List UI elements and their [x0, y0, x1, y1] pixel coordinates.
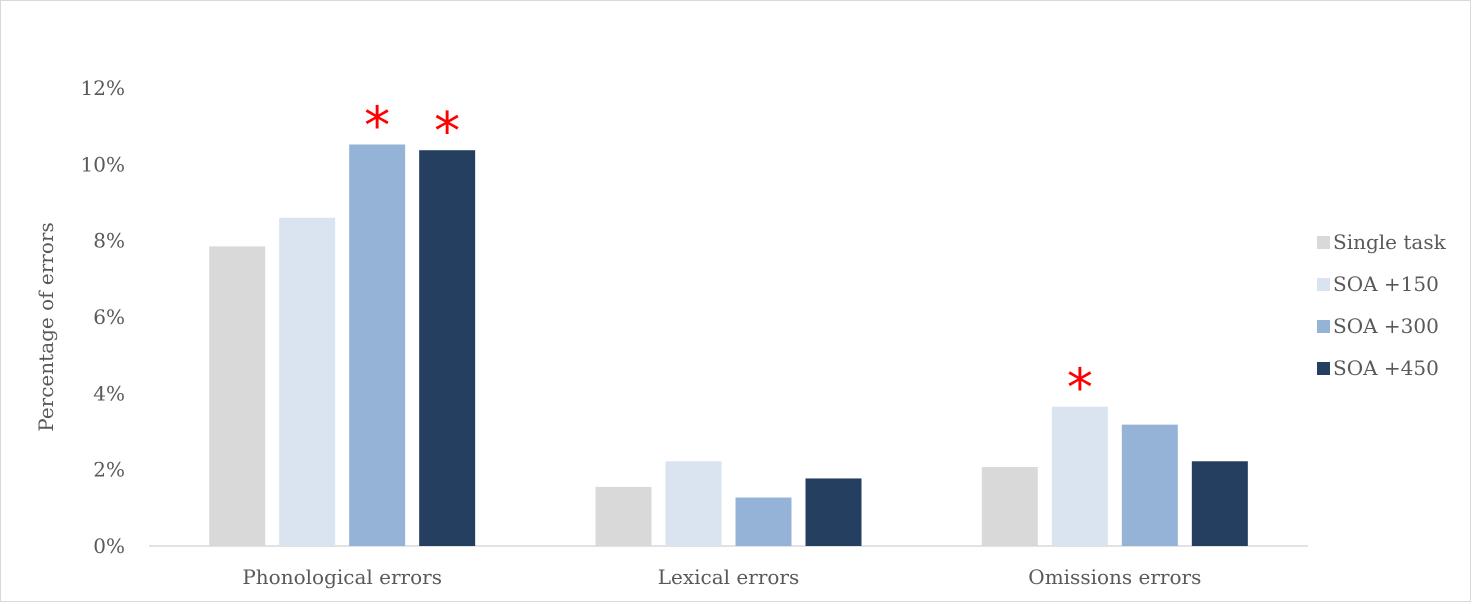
bar-single-task-1 — [595, 486, 652, 546]
y-axis-title: Percentage of errors — [34, 222, 58, 431]
bar-soa-150-1 — [665, 461, 722, 546]
legend-swatch — [1317, 236, 1330, 249]
y-tick-label: 6% — [93, 305, 125, 329]
legend-swatch — [1317, 278, 1330, 291]
y-tick-label: 12% — [81, 76, 125, 100]
bar-soa-300-2 — [1121, 424, 1178, 546]
y-tick-label: 10% — [81, 152, 125, 176]
y-tick-label: 8% — [93, 229, 125, 253]
significance-star: * — [1067, 359, 1093, 419]
legend-label: SOA +150 — [1333, 272, 1439, 296]
x-category-label: Phonological errors — [242, 565, 442, 589]
legend-label: Single task — [1333, 230, 1447, 254]
bar-soa-450-1 — [805, 478, 862, 546]
legend-label: SOA +300 — [1333, 314, 1439, 338]
legend-swatch — [1317, 320, 1330, 333]
bar-single-task-2 — [981, 466, 1038, 546]
x-axis-category-labels: Phonological errors Lexical errors Omissio… — [242, 565, 1201, 589]
bar-soa-300-0 — [349, 144, 406, 546]
legend-label: SOA +450 — [1333, 356, 1439, 380]
y-tick-label: 2% — [93, 458, 125, 482]
bar-soa-150-2 — [1051, 406, 1108, 546]
bars — [209, 144, 1248, 546]
legend: Single task SOA +150 SOA +300 SOA +450 — [1317, 230, 1447, 380]
x-category-label: Omissions errors — [1028, 565, 1201, 589]
bar-soa-150-0 — [279, 217, 336, 546]
bar-single-task-0 — [209, 246, 266, 546]
bar-soa-450-2 — [1191, 461, 1248, 546]
bar-soa-450-0 — [419, 150, 476, 546]
y-tick-label: 4% — [93, 381, 125, 405]
significance-star: * — [434, 102, 460, 162]
significance-markers: * * * — [364, 96, 1093, 418]
y-tick-label: 0% — [93, 534, 125, 558]
bar-soa-300-1 — [735, 497, 792, 546]
significance-star: * — [364, 96, 390, 156]
legend-swatch — [1317, 362, 1330, 375]
x-category-label: Lexical errors — [658, 565, 800, 589]
y-axis-ticks: 0% 2% 4% 6% 8% 10% 12% — [81, 76, 125, 558]
